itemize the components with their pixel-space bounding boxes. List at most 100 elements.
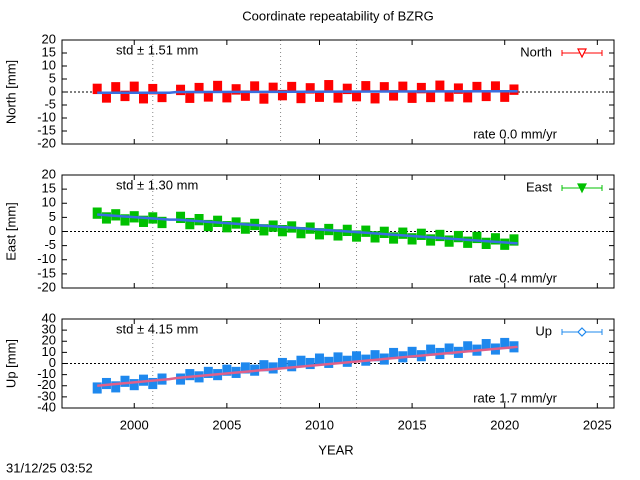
point: [410, 237, 414, 241]
fit-line: [97, 345, 518, 387]
point: [484, 94, 488, 98]
y-tick-label: -10: [37, 109, 56, 124]
rate-label: rate 1.7 mm/yr: [473, 390, 557, 405]
point: [132, 383, 136, 387]
point: [466, 240, 470, 244]
plot-frame: [61, 39, 615, 145]
point: [456, 87, 460, 91]
std-label: std ± 1.51 mm: [116, 42, 198, 57]
y-tick-label: 15: [42, 44, 56, 59]
point: [206, 224, 210, 228]
series: [92, 80, 519, 104]
chart-title: Coordinate repeatability of BZRG: [242, 8, 433, 23]
point: [336, 356, 340, 360]
point: [493, 85, 497, 89]
y-tick-label: 20: [42, 31, 56, 46]
fit-line: [97, 89, 518, 95]
std-label: std ± 4.15 mm: [116, 321, 198, 336]
point: [429, 238, 433, 242]
point: [466, 345, 470, 349]
point: [484, 241, 488, 245]
point: [95, 386, 99, 390]
point: [327, 83, 331, 87]
point: [429, 95, 433, 99]
y-tick-label: 15: [42, 181, 56, 196]
point: [438, 233, 442, 237]
point: [345, 87, 349, 91]
point: [410, 350, 414, 354]
y-axis-label: Up [mm]: [3, 339, 18, 388]
point: [179, 215, 183, 219]
point: [197, 86, 201, 90]
point: [364, 84, 368, 88]
point: [114, 385, 118, 389]
legend-marker: [577, 183, 587, 194]
y-tick-label: 0: [49, 223, 56, 238]
point: [401, 231, 405, 235]
y-tick-label: -5: [44, 96, 56, 111]
legend-label: Up: [535, 323, 552, 338]
point: [151, 382, 155, 386]
point: [438, 84, 442, 88]
point: [290, 85, 294, 89]
point: [503, 95, 507, 99]
x-tick-label: 2010: [305, 417, 334, 432]
series: [92, 337, 519, 394]
point: [243, 366, 247, 370]
fit-line: [97, 213, 518, 245]
std-label: std ± 1.30 mm: [116, 177, 198, 192]
point: [160, 220, 164, 224]
point: [373, 96, 377, 100]
timestamp: 31/12/25 03:52: [6, 460, 93, 475]
point: [262, 364, 266, 368]
point: [179, 88, 183, 92]
y-tick-label: 5: [49, 70, 56, 85]
x-axis-label: YEAR: [318, 442, 353, 457]
point: [382, 85, 386, 89]
point: [410, 96, 414, 100]
legend-label: East: [526, 179, 552, 194]
y-tick-label: -20: [37, 135, 56, 150]
legend-label: North: [520, 44, 552, 59]
point: [104, 95, 108, 99]
point: [243, 226, 247, 230]
point: [475, 85, 479, 89]
point: [104, 216, 108, 220]
series: [92, 207, 519, 250]
point: [142, 96, 146, 100]
rate-label: rate 0.0 mm/yr: [473, 126, 557, 141]
point: [216, 84, 220, 88]
legend-marker: [577, 48, 587, 59]
y-tick-label: 10: [42, 57, 56, 72]
point: [308, 362, 312, 365]
point: [308, 86, 312, 90]
y-tick-label: 10: [42, 344, 56, 359]
point: [299, 359, 303, 363]
y-tick-label: -30: [37, 388, 56, 403]
legend-marker: [577, 327, 587, 337]
point: [447, 94, 451, 98]
point: [188, 373, 192, 377]
point: [355, 355, 359, 359]
y-tick-label: 30: [42, 322, 56, 337]
y-tick-label: -10: [37, 251, 56, 266]
point: [299, 231, 303, 235]
point: [484, 343, 488, 347]
point: [336, 233, 340, 237]
point: [336, 95, 340, 99]
y-tick-label: 40: [42, 310, 56, 325]
rate-label: rate -0.4 mm/yr: [469, 270, 558, 285]
x-tick-label: 2000: [120, 417, 149, 432]
x-tick-label: 2005: [212, 417, 241, 432]
point: [299, 96, 303, 100]
point: [188, 222, 192, 226]
point: [447, 347, 451, 351]
point: [206, 370, 210, 374]
point: [262, 97, 266, 100]
y-tick-label: 5: [49, 209, 56, 224]
point: [466, 95, 470, 99]
point: [447, 239, 451, 243]
point: [225, 225, 229, 229]
point: [317, 232, 321, 236]
